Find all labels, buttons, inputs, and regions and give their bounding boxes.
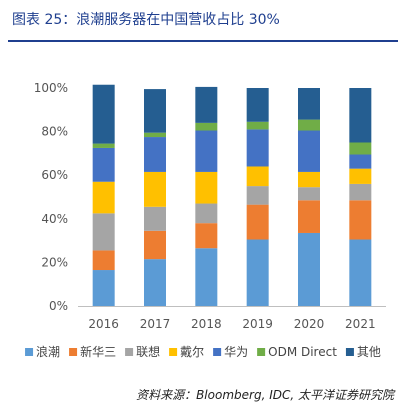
chart-title: 图表 25：浪潮服务器在中国营收占比 30%	[12, 12, 280, 28]
bar-segment-2020-6	[298, 88, 320, 120]
bar-segment-2020-5	[298, 119, 320, 131]
bar-segment-2021-1	[349, 200, 372, 240]
legend: 浪潮 新华三 联想 戴尔 华为 ODM Direct 其他	[25, 344, 381, 359]
x-tick-label: 2018	[191, 317, 222, 331]
bar-segment-2021-3	[349, 168, 372, 184]
bar-segment-2021-6	[349, 88, 372, 143]
y-tick-label: 60%	[41, 168, 68, 182]
bar-segment-2016-0	[92, 270, 115, 306]
bar-segment-2018-1	[195, 223, 218, 249]
legend-swatch	[213, 348, 222, 356]
bar-segment-2016-6	[92, 84, 115, 144]
bar-segment-2017-5	[144, 132, 166, 138]
x-tick-label: 2016	[88, 317, 119, 331]
bar-segment-2018-6	[195, 86, 218, 123]
legend-swatch	[69, 348, 78, 356]
bar-segment-2020-3	[298, 171, 320, 188]
x-tick-label: 2020	[294, 317, 325, 331]
legend-swatch	[257, 348, 266, 356]
bar-segment-2018-3	[195, 171, 218, 204]
bar-segment-2017-2	[144, 206, 166, 231]
legend-item: 其他	[345, 345, 381, 359]
y-tick-label: 40%	[41, 212, 68, 226]
bar-segment-2017-6	[144, 89, 166, 133]
bar-segment-2019-0	[246, 239, 269, 306]
legend-label: 联想	[136, 344, 160, 359]
bar-segment-2021-5	[349, 142, 372, 155]
legend-label: ODM Direct	[268, 345, 337, 359]
legend-item: 新华三	[69, 344, 116, 359]
bar-segment-2018-5	[195, 122, 218, 131]
bar-segment-2016-4	[92, 147, 115, 182]
bar-segment-2020-1	[298, 200, 320, 233]
y-tick-label: 20%	[41, 255, 68, 269]
title-underline	[8, 40, 398, 42]
legend-label: 戴尔	[180, 344, 204, 359]
bar-segment-2019-3	[246, 166, 269, 187]
bar-segment-2020-4	[298, 130, 320, 172]
legend-label: 其他	[357, 345, 381, 359]
y-axis: 0% 20% 40% 60% 80% 100%	[34, 81, 68, 313]
bar-segment-2019-6	[246, 88, 269, 122]
legend-item: 华为	[213, 345, 248, 359]
bar-segment-2016-3	[92, 181, 115, 214]
legend-item: ODM Direct	[257, 345, 337, 359]
bar-segment-2017-1	[144, 230, 166, 260]
bars	[92, 84, 372, 306]
x-tick-label: 2017	[140, 317, 171, 331]
legend-label: 浪潮	[36, 344, 60, 359]
bar-segment-2016-2	[92, 213, 115, 251]
source-note: 资料来源：Bloomberg, IDC, 太平洋证券研究院	[136, 388, 394, 402]
bar-segment-2019-2	[246, 186, 269, 205]
stacked-bar-chart: 0%20%40%60%80%100% 2016 2017 2018 2019 2020 2…	[25, 81, 386, 359]
bar-segment-2017-4	[144, 137, 166, 172]
bar-segment-2018-2	[195, 203, 218, 224]
bar-segment-2021-2	[349, 183, 372, 201]
bar-segment-2017-0	[144, 259, 166, 306]
legend-label: 新华三	[80, 344, 116, 359]
bar-segment-2019-1	[246, 204, 269, 240]
legend-item: 浪潮	[25, 344, 60, 359]
y-tick-label: 80%	[41, 125, 68, 139]
legend-swatch	[25, 348, 34, 356]
legend-item: 戴尔	[169, 344, 204, 359]
legend-swatch	[125, 348, 134, 356]
bar-segment-2020-0	[298, 232, 320, 306]
y-tick-label: 0%	[49, 299, 68, 313]
legend-label: 华为	[224, 345, 248, 359]
x-tick-label: 2019	[242, 317, 273, 331]
bar-segment-2020-2	[298, 187, 320, 201]
y-tick-label: 100%	[34, 81, 68, 95]
x-tick-label: 2021	[345, 317, 376, 331]
legend-swatch	[169, 348, 178, 356]
bar-segment-2021-4	[349, 154, 372, 169]
bar-segment-2018-0	[195, 248, 218, 306]
bar-segment-2017-3	[144, 171, 166, 207]
bar-segment-2019-4	[246, 129, 269, 167]
x-axis: 2016 2017 2018 2019 2020 2021	[78, 306, 386, 331]
bar-segment-2016-5	[92, 143, 115, 148]
legend-swatch	[345, 348, 354, 356]
bar-segment-2018-4	[195, 130, 218, 172]
bar-segment-2019-5	[246, 121, 269, 130]
bar-segment-2016-1	[92, 250, 115, 271]
bar-segment-2021-0	[349, 239, 372, 306]
legend-item: 联想	[125, 344, 160, 359]
